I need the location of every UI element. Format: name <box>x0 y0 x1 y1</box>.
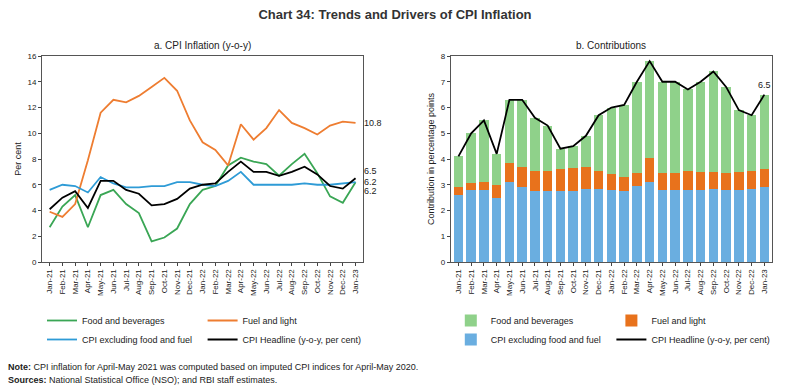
svg-text:5: 5 <box>441 129 446 138</box>
svg-text:Feb-22: Feb-22 <box>211 269 220 295</box>
svg-text:6.2: 6.2 <box>364 177 377 187</box>
svg-text:Dec-21: Dec-21 <box>594 269 603 295</box>
svg-text:Aug-21: Aug-21 <box>134 269 143 295</box>
svg-text:Nov-22: Nov-22 <box>326 269 335 295</box>
svg-text:Sep-22: Sep-22 <box>300 269 309 295</box>
svg-text:6: 6 <box>32 181 37 190</box>
svg-text:Jan-23: Jan-23 <box>760 269 769 294</box>
svg-text:CPI excluding food and fuel: CPI excluding food and fuel <box>491 335 601 345</box>
svg-text:Per cent: Per cent <box>13 142 23 176</box>
svg-text:Apr-21: Apr-21 <box>492 269 501 294</box>
svg-text:Jul-22: Jul-22 <box>683 269 692 291</box>
svg-text:2: 2 <box>441 206 446 215</box>
svg-text:Food and beverages: Food and beverages <box>491 316 574 326</box>
svg-text:May-22: May-22 <box>658 269 667 296</box>
svg-text:Oct-22: Oct-22 <box>313 269 322 294</box>
svg-text:Feb-21: Feb-21 <box>58 269 67 295</box>
svg-text:CPI Headline (y-o-y, per cent): CPI Headline (y-o-y, per cent) <box>651 335 769 345</box>
svg-text:1: 1 <box>441 232 446 241</box>
svg-text:Jan-21: Jan-21 <box>45 269 54 294</box>
svg-text:16: 16 <box>27 52 36 61</box>
svg-text:Aug-22: Aug-22 <box>287 269 296 295</box>
svg-text:Nov-21: Nov-21 <box>173 269 182 295</box>
svg-text:4: 4 <box>32 206 37 215</box>
svg-text:Dec-22: Dec-22 <box>747 269 756 295</box>
svg-text:CPI Headline (y-o-y, per cent): CPI Headline (y-o-y, per cent) <box>243 335 361 345</box>
svg-text:Dec-22: Dec-22 <box>338 269 347 295</box>
svg-text:Jun-22: Jun-22 <box>671 269 680 294</box>
svg-text:Mar-22: Mar-22 <box>632 269 641 295</box>
svg-text:Aug-22: Aug-22 <box>696 269 705 295</box>
svg-text:Jul-21: Jul-21 <box>531 269 540 291</box>
svg-text:May-21: May-21 <box>505 269 514 296</box>
svg-text:Oct-21: Oct-21 <box>569 269 578 294</box>
svg-text:Note: CPI inflation for April-: Note: CPI inflation for April-May 2021 w… <box>8 362 418 372</box>
svg-text:Sources: National Statistical: Sources: National Statistical Office (NS… <box>8 375 277 385</box>
svg-text:Feb-22: Feb-22 <box>620 269 629 295</box>
svg-text:Fuel and light: Fuel and light <box>243 316 298 326</box>
svg-text:0: 0 <box>441 258 446 267</box>
svg-text:Jan-23: Jan-23 <box>351 269 360 294</box>
svg-text:8: 8 <box>32 155 37 164</box>
svg-text:3: 3 <box>441 181 446 190</box>
svg-text:Apr-22: Apr-22 <box>236 269 245 294</box>
svg-text:Jan-21: Jan-21 <box>454 269 463 294</box>
svg-text:b. Contributions: b. Contributions <box>576 40 646 51</box>
svg-text:Jun-22: Jun-22 <box>262 269 271 294</box>
svg-text:Jul-22: Jul-22 <box>275 269 284 291</box>
svg-text:Chart 34: Trends and Drivers o: Chart 34: Trends and Drivers of CPI Infl… <box>258 7 531 22</box>
svg-text:Dec-21: Dec-21 <box>185 269 194 295</box>
svg-text:Apr-22: Apr-22 <box>645 269 654 294</box>
svg-text:4: 4 <box>441 155 446 164</box>
svg-text:6: 6 <box>441 103 446 112</box>
svg-text:May-22: May-22 <box>249 269 258 296</box>
svg-text:10.8: 10.8 <box>364 118 382 128</box>
svg-text:10: 10 <box>27 129 36 138</box>
svg-text:Jul-21: Jul-21 <box>122 269 131 291</box>
svg-text:May-21: May-21 <box>96 269 105 296</box>
svg-text:14: 14 <box>27 78 36 87</box>
svg-text:Mar-21: Mar-21 <box>71 269 80 295</box>
svg-text:Sep-22: Sep-22 <box>709 269 718 295</box>
svg-text:Mar-22: Mar-22 <box>224 269 233 295</box>
svg-text:Mar-21: Mar-21 <box>480 269 489 295</box>
svg-text:Jun-21: Jun-21 <box>518 269 527 294</box>
svg-text:6.5: 6.5 <box>758 80 771 90</box>
svg-text:7: 7 <box>441 78 446 87</box>
svg-text:6.5: 6.5 <box>364 166 377 176</box>
svg-text:a. CPI Inflation (y-o-y): a. CPI Inflation (y-o-y) <box>154 40 251 51</box>
svg-text:Jan-22: Jan-22 <box>607 269 616 294</box>
svg-text:Aug-21: Aug-21 <box>543 269 552 295</box>
svg-text:Nov-21: Nov-21 <box>582 269 591 295</box>
svg-text:Contribution in percentage poi: Contribution in percentage points <box>426 92 436 225</box>
svg-text:Oct-22: Oct-22 <box>722 269 731 294</box>
svg-text:Oct-21: Oct-21 <box>160 269 169 294</box>
svg-text:2: 2 <box>32 232 37 241</box>
svg-text:CPI excluding food and fuel: CPI excluding food and fuel <box>82 335 192 345</box>
svg-text:Jan-22: Jan-22 <box>198 269 207 294</box>
svg-text:Jun-21: Jun-21 <box>109 269 118 294</box>
svg-text:0: 0 <box>32 258 37 267</box>
svg-text:Food and beverages: Food and beverages <box>82 316 165 326</box>
svg-text:Sep-21: Sep-21 <box>556 269 565 295</box>
svg-text:Apr-21: Apr-21 <box>83 269 92 294</box>
svg-text:Feb-21: Feb-21 <box>467 269 476 295</box>
svg-text:12: 12 <box>27 103 36 112</box>
svg-text:Nov-22: Nov-22 <box>734 269 743 295</box>
svg-text:Sep-21: Sep-21 <box>147 269 156 295</box>
svg-text:8: 8 <box>441 52 446 61</box>
svg-text:Fuel and light: Fuel and light <box>651 316 706 326</box>
svg-text:6.2: 6.2 <box>364 186 377 196</box>
